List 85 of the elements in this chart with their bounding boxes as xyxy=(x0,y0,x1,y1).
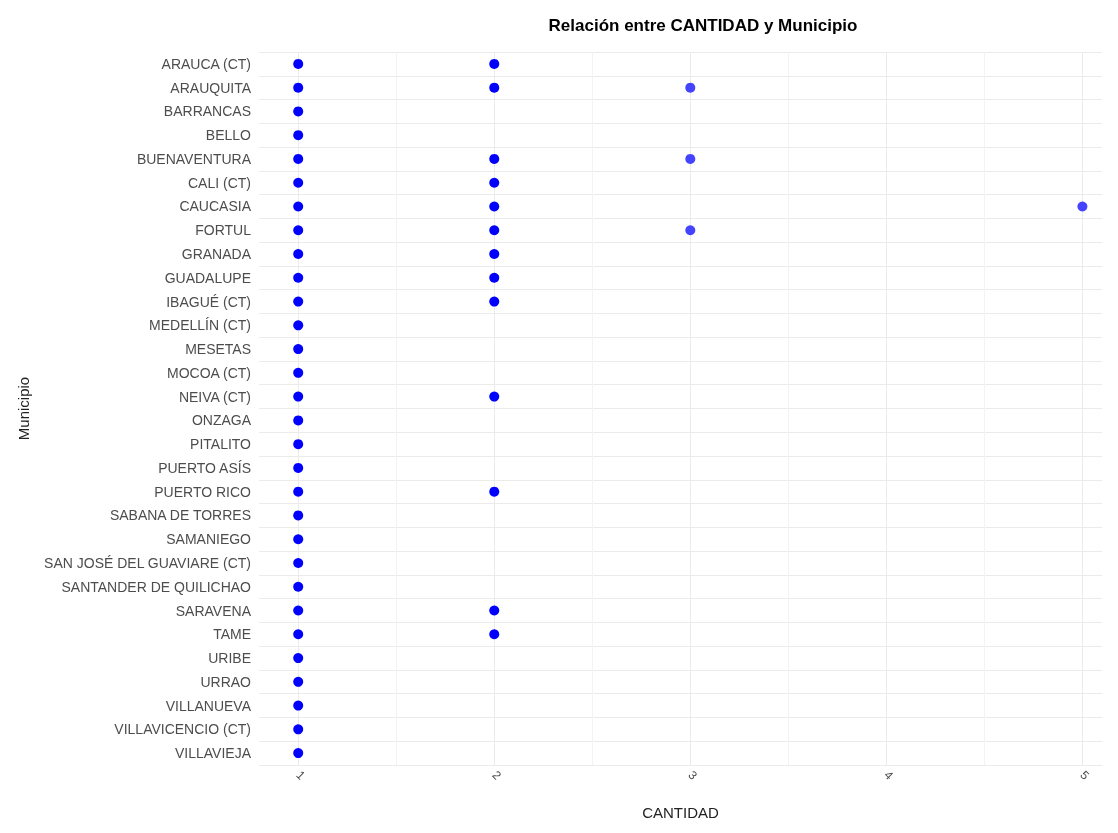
point xyxy=(293,510,304,521)
point xyxy=(293,249,304,260)
point xyxy=(293,486,304,497)
point xyxy=(489,82,500,93)
y-tick-label: MEDELLÍN (CT) xyxy=(149,317,251,334)
point xyxy=(489,249,500,260)
point xyxy=(293,557,304,568)
y-tick-label: MESETAS xyxy=(185,341,251,358)
y-tick-label: VILLAVICENCIO (CT) xyxy=(114,721,251,738)
point xyxy=(293,344,304,355)
point xyxy=(489,177,500,188)
y-tick-label: URIBE xyxy=(208,650,251,667)
x-tick-label: 1 xyxy=(293,768,309,783)
point xyxy=(489,391,500,402)
point xyxy=(293,653,304,664)
x-axis-title: CANTIDAD xyxy=(642,804,719,821)
y-tick-label: PITALITO xyxy=(190,436,252,453)
point xyxy=(293,177,304,188)
y-tick-label: BARRANCAS xyxy=(163,103,251,120)
point xyxy=(489,272,500,283)
y-tick-label: GRANADA xyxy=(181,246,252,263)
point xyxy=(685,225,696,236)
point xyxy=(293,296,304,307)
y-tick-label: CALI (CT) xyxy=(188,174,251,191)
point xyxy=(293,724,304,735)
y-tick-label: SABANA DE TORRES xyxy=(109,507,251,524)
point xyxy=(293,415,304,426)
point xyxy=(293,130,304,141)
y-tick-label: TAME xyxy=(213,626,251,643)
point xyxy=(293,201,304,212)
point xyxy=(293,676,304,687)
point xyxy=(489,605,500,616)
y-tick-label: ARAUQUITA xyxy=(170,79,252,96)
point xyxy=(293,153,304,164)
point xyxy=(293,82,304,93)
point xyxy=(293,439,304,450)
y-tick-label: SARAVENA xyxy=(175,602,252,619)
y-tick-label: SAMANIEGO xyxy=(166,531,252,548)
y-axis-title: Municipio xyxy=(15,376,32,441)
point xyxy=(293,700,304,711)
point xyxy=(1077,201,1088,212)
point xyxy=(293,462,304,473)
x-tick-label: 4 xyxy=(881,768,897,783)
y-tick-label: VILLANUEVA xyxy=(165,697,252,714)
x-tick-label: 3 xyxy=(685,768,701,783)
point xyxy=(293,391,304,402)
y-tick-label: CAUCASIA xyxy=(179,198,252,215)
y-tick-label: GUADALUPE xyxy=(164,269,251,286)
y-tick-label: IBAGUÉ (CT) xyxy=(166,293,251,310)
point xyxy=(489,225,500,236)
point xyxy=(293,58,304,69)
point xyxy=(489,153,500,164)
point xyxy=(489,58,500,69)
point xyxy=(489,296,500,307)
chart-title: Relación entre CANTIDAD y Municipio xyxy=(548,16,858,35)
y-tick-label: VILLAVIEJA xyxy=(174,745,252,762)
point xyxy=(293,629,304,640)
point xyxy=(489,629,500,640)
y-tick-label: BELLO xyxy=(205,127,252,144)
point xyxy=(685,153,696,164)
y-tick-label: FORTUL xyxy=(195,222,252,239)
point xyxy=(293,272,304,283)
point xyxy=(293,320,304,331)
point xyxy=(685,82,696,93)
point xyxy=(293,367,304,378)
y-tick-label: NEIVA (CT) xyxy=(178,388,251,405)
y-tick-label: SAN JOSÉ DEL GUAVIARE (CT) xyxy=(44,554,251,571)
point xyxy=(489,201,500,212)
point xyxy=(293,106,304,117)
point xyxy=(489,486,500,497)
point xyxy=(293,581,304,592)
y-tick-label: ARAUCA (CT) xyxy=(161,55,251,72)
y-tick-label: SANTANDER DE QUILICHAO xyxy=(61,578,252,595)
y-tick-label: BUENAVENTURA xyxy=(136,150,252,167)
x-tick-label: 2 xyxy=(489,768,505,783)
point xyxy=(293,748,304,759)
y-tick-label: PUERTO RICO xyxy=(154,483,252,500)
y-tick-label: URRAO xyxy=(200,673,252,690)
y-tick-label: MOCOA (CT) xyxy=(167,364,251,381)
x-tick-label: 5 xyxy=(1077,768,1093,783)
y-tick-label: ONZAGA xyxy=(191,412,252,429)
point xyxy=(293,605,304,616)
point xyxy=(293,225,304,236)
point xyxy=(293,534,304,545)
y-tick-label: PUERTO ASÍS xyxy=(158,459,251,476)
